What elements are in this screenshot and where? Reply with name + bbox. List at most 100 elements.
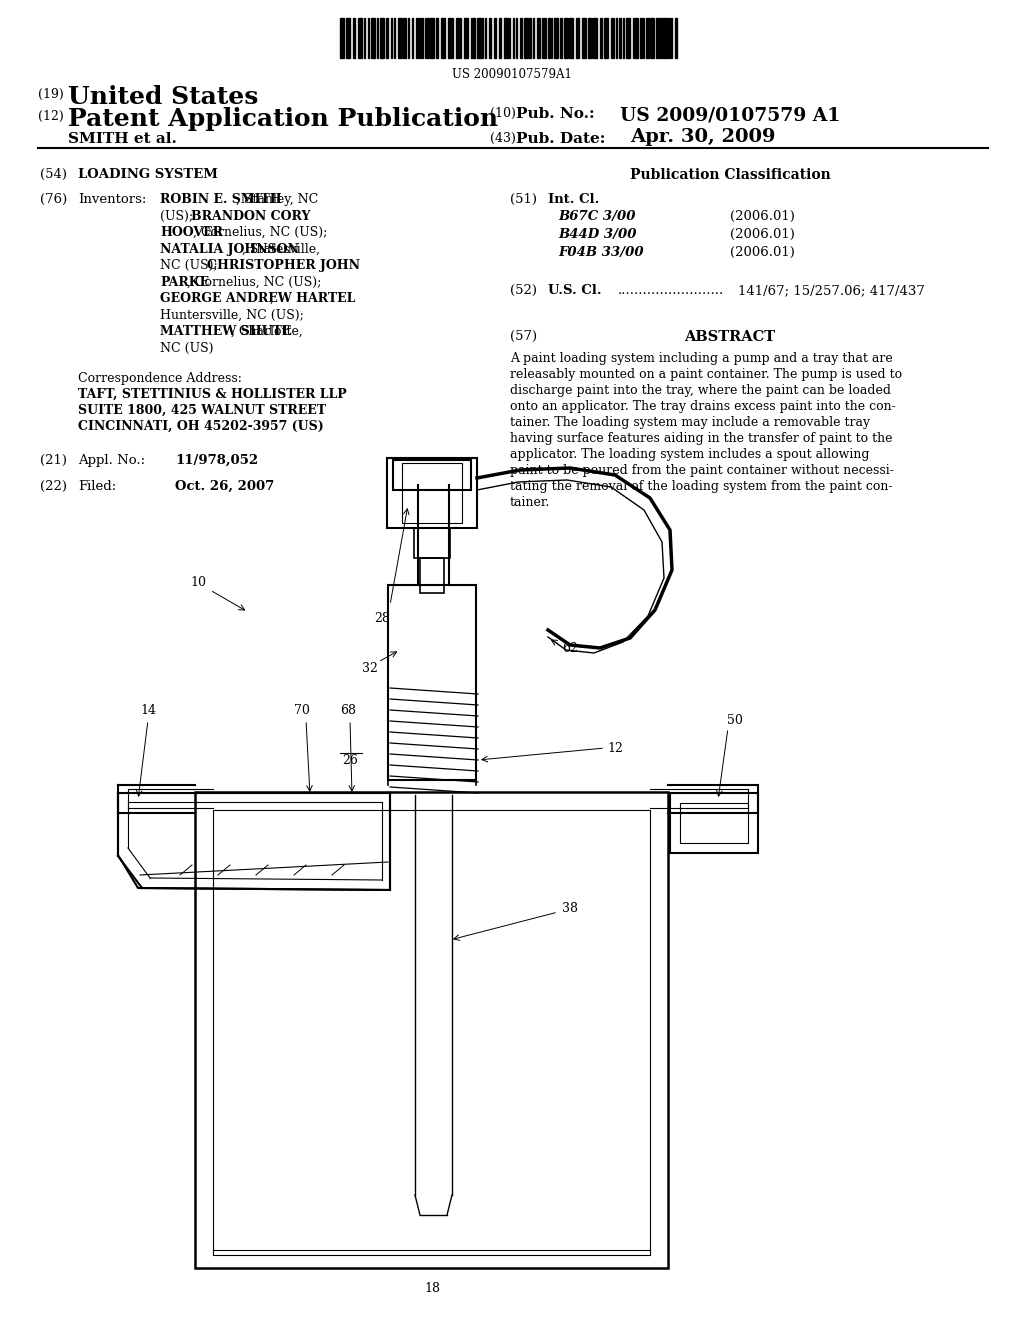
Bar bbox=[464, 18, 468, 58]
Text: A paint loading system including a pump and a tray that are: A paint loading system including a pump … bbox=[510, 352, 893, 366]
Text: , Cornelius, NC (US);: , Cornelius, NC (US); bbox=[187, 276, 322, 289]
Bar bbox=[494, 18, 496, 58]
Bar bbox=[470, 18, 474, 58]
Text: (2006.01): (2006.01) bbox=[730, 210, 795, 223]
Text: BRANDON CORY: BRANDON CORY bbox=[191, 210, 310, 223]
Text: HOOVER: HOOVER bbox=[160, 226, 223, 239]
Bar bbox=[626, 18, 630, 58]
Text: 28: 28 bbox=[374, 611, 390, 624]
Bar bbox=[427, 18, 428, 58]
Text: PARKE: PARKE bbox=[160, 276, 209, 289]
Bar bbox=[635, 18, 638, 58]
Text: F04B 33/00: F04B 33/00 bbox=[558, 246, 644, 259]
Text: ,: , bbox=[269, 292, 273, 305]
Bar bbox=[213, 810, 650, 1255]
Bar bbox=[544, 18, 546, 58]
Bar bbox=[398, 18, 400, 58]
Text: (52): (52) bbox=[510, 284, 537, 297]
Bar bbox=[489, 18, 490, 58]
Text: United States: United States bbox=[68, 84, 258, 110]
Bar bbox=[387, 458, 477, 528]
Text: .........................: ......................... bbox=[618, 284, 724, 297]
Bar bbox=[675, 18, 677, 58]
Bar bbox=[623, 18, 624, 58]
Text: Publication Classification: Publication Classification bbox=[630, 168, 830, 182]
Bar bbox=[529, 18, 530, 58]
Bar bbox=[476, 18, 480, 58]
Text: Correspondence Address:: Correspondence Address: bbox=[78, 372, 242, 385]
Bar bbox=[390, 18, 392, 58]
Text: 62: 62 bbox=[562, 642, 578, 655]
Bar bbox=[640, 18, 642, 58]
Text: TAFT, STETTINIUS & HOLLISTER LLP: TAFT, STETTINIUS & HOLLISTER LLP bbox=[78, 388, 347, 401]
Bar bbox=[377, 18, 378, 58]
Text: (43): (43) bbox=[490, 132, 516, 145]
Text: LOADING SYSTEM: LOADING SYSTEM bbox=[78, 168, 218, 181]
Text: paint to be poured from the paint container without necessi-: paint to be poured from the paint contai… bbox=[510, 465, 894, 477]
Bar bbox=[412, 18, 413, 58]
Text: (22): (22) bbox=[40, 480, 67, 492]
Bar bbox=[429, 18, 433, 58]
Text: 14: 14 bbox=[140, 704, 156, 717]
Text: 32: 32 bbox=[362, 661, 378, 675]
Bar bbox=[380, 18, 384, 58]
Bar bbox=[353, 18, 354, 58]
Text: NC (US): NC (US) bbox=[160, 342, 213, 355]
Text: , Charlotte,: , Charlotte, bbox=[231, 325, 303, 338]
Bar bbox=[386, 18, 387, 58]
Bar bbox=[618, 18, 621, 58]
Bar bbox=[660, 18, 663, 58]
Text: Filed:: Filed: bbox=[78, 480, 117, 492]
Text: tainer.: tainer. bbox=[510, 496, 550, 510]
Text: (2006.01): (2006.01) bbox=[730, 246, 795, 259]
Text: having surface features aiding in the transfer of paint to the: having surface features aiding in the tr… bbox=[510, 432, 893, 445]
Text: , Cornelius, NC (US);: , Cornelius, NC (US); bbox=[193, 226, 327, 239]
Bar bbox=[588, 18, 592, 58]
Text: U.S. Cl.: U.S. Cl. bbox=[548, 284, 602, 297]
Bar bbox=[452, 18, 453, 58]
Text: (51): (51) bbox=[510, 193, 537, 206]
Text: 141/67; 15/257.06; 417/437: 141/67; 15/257.06; 417/437 bbox=[738, 284, 925, 297]
Text: B67C 3/00: B67C 3/00 bbox=[558, 210, 636, 223]
Text: 50: 50 bbox=[727, 714, 743, 726]
Text: 68: 68 bbox=[340, 704, 356, 717]
Text: GEORGE ANDREW HARTEL: GEORGE ANDREW HARTEL bbox=[160, 292, 355, 305]
Bar bbox=[401, 18, 403, 58]
Bar bbox=[414, 528, 450, 558]
Text: US 20090107579A1: US 20090107579A1 bbox=[452, 69, 572, 81]
Text: Oct. 26, 2007: Oct. 26, 2007 bbox=[175, 480, 274, 492]
Bar bbox=[646, 18, 648, 58]
Text: 10: 10 bbox=[190, 576, 206, 589]
Bar bbox=[582, 18, 586, 58]
Bar bbox=[649, 18, 653, 58]
Text: Patent Application Publication: Patent Application Publication bbox=[68, 107, 498, 131]
Bar bbox=[419, 18, 421, 58]
Text: 70: 70 bbox=[294, 704, 310, 717]
Text: tating the removal of the loading system from the paint con-: tating the removal of the loading system… bbox=[510, 480, 893, 492]
Text: , Stanley, NC: , Stanley, NC bbox=[237, 193, 318, 206]
Text: 18: 18 bbox=[424, 1282, 440, 1295]
Text: (US);: (US); bbox=[160, 210, 198, 223]
Bar bbox=[593, 18, 597, 58]
Text: 12: 12 bbox=[607, 742, 623, 755]
Bar bbox=[537, 18, 540, 58]
Bar bbox=[456, 18, 459, 58]
Text: Apr. 30, 2009: Apr. 30, 2009 bbox=[630, 128, 775, 147]
Bar bbox=[504, 18, 508, 58]
Text: discharge paint into the tray, where the paint can be loaded: discharge paint into the tray, where the… bbox=[510, 384, 891, 397]
Bar bbox=[371, 18, 375, 58]
Bar bbox=[532, 18, 534, 58]
Text: Appl. No.:: Appl. No.: bbox=[78, 454, 145, 467]
Bar bbox=[559, 18, 562, 58]
Bar bbox=[575, 18, 579, 58]
Bar bbox=[670, 793, 758, 853]
Bar bbox=[340, 18, 344, 58]
Bar bbox=[393, 459, 471, 490]
Text: ROBIN E. SMITH: ROBIN E. SMITH bbox=[160, 193, 282, 206]
Bar bbox=[441, 18, 445, 58]
Bar bbox=[604, 18, 608, 58]
Bar bbox=[416, 18, 418, 58]
Bar bbox=[680, 803, 748, 843]
Text: (10): (10) bbox=[490, 107, 516, 120]
Text: Pub. Date:: Pub. Date: bbox=[516, 132, 605, 147]
